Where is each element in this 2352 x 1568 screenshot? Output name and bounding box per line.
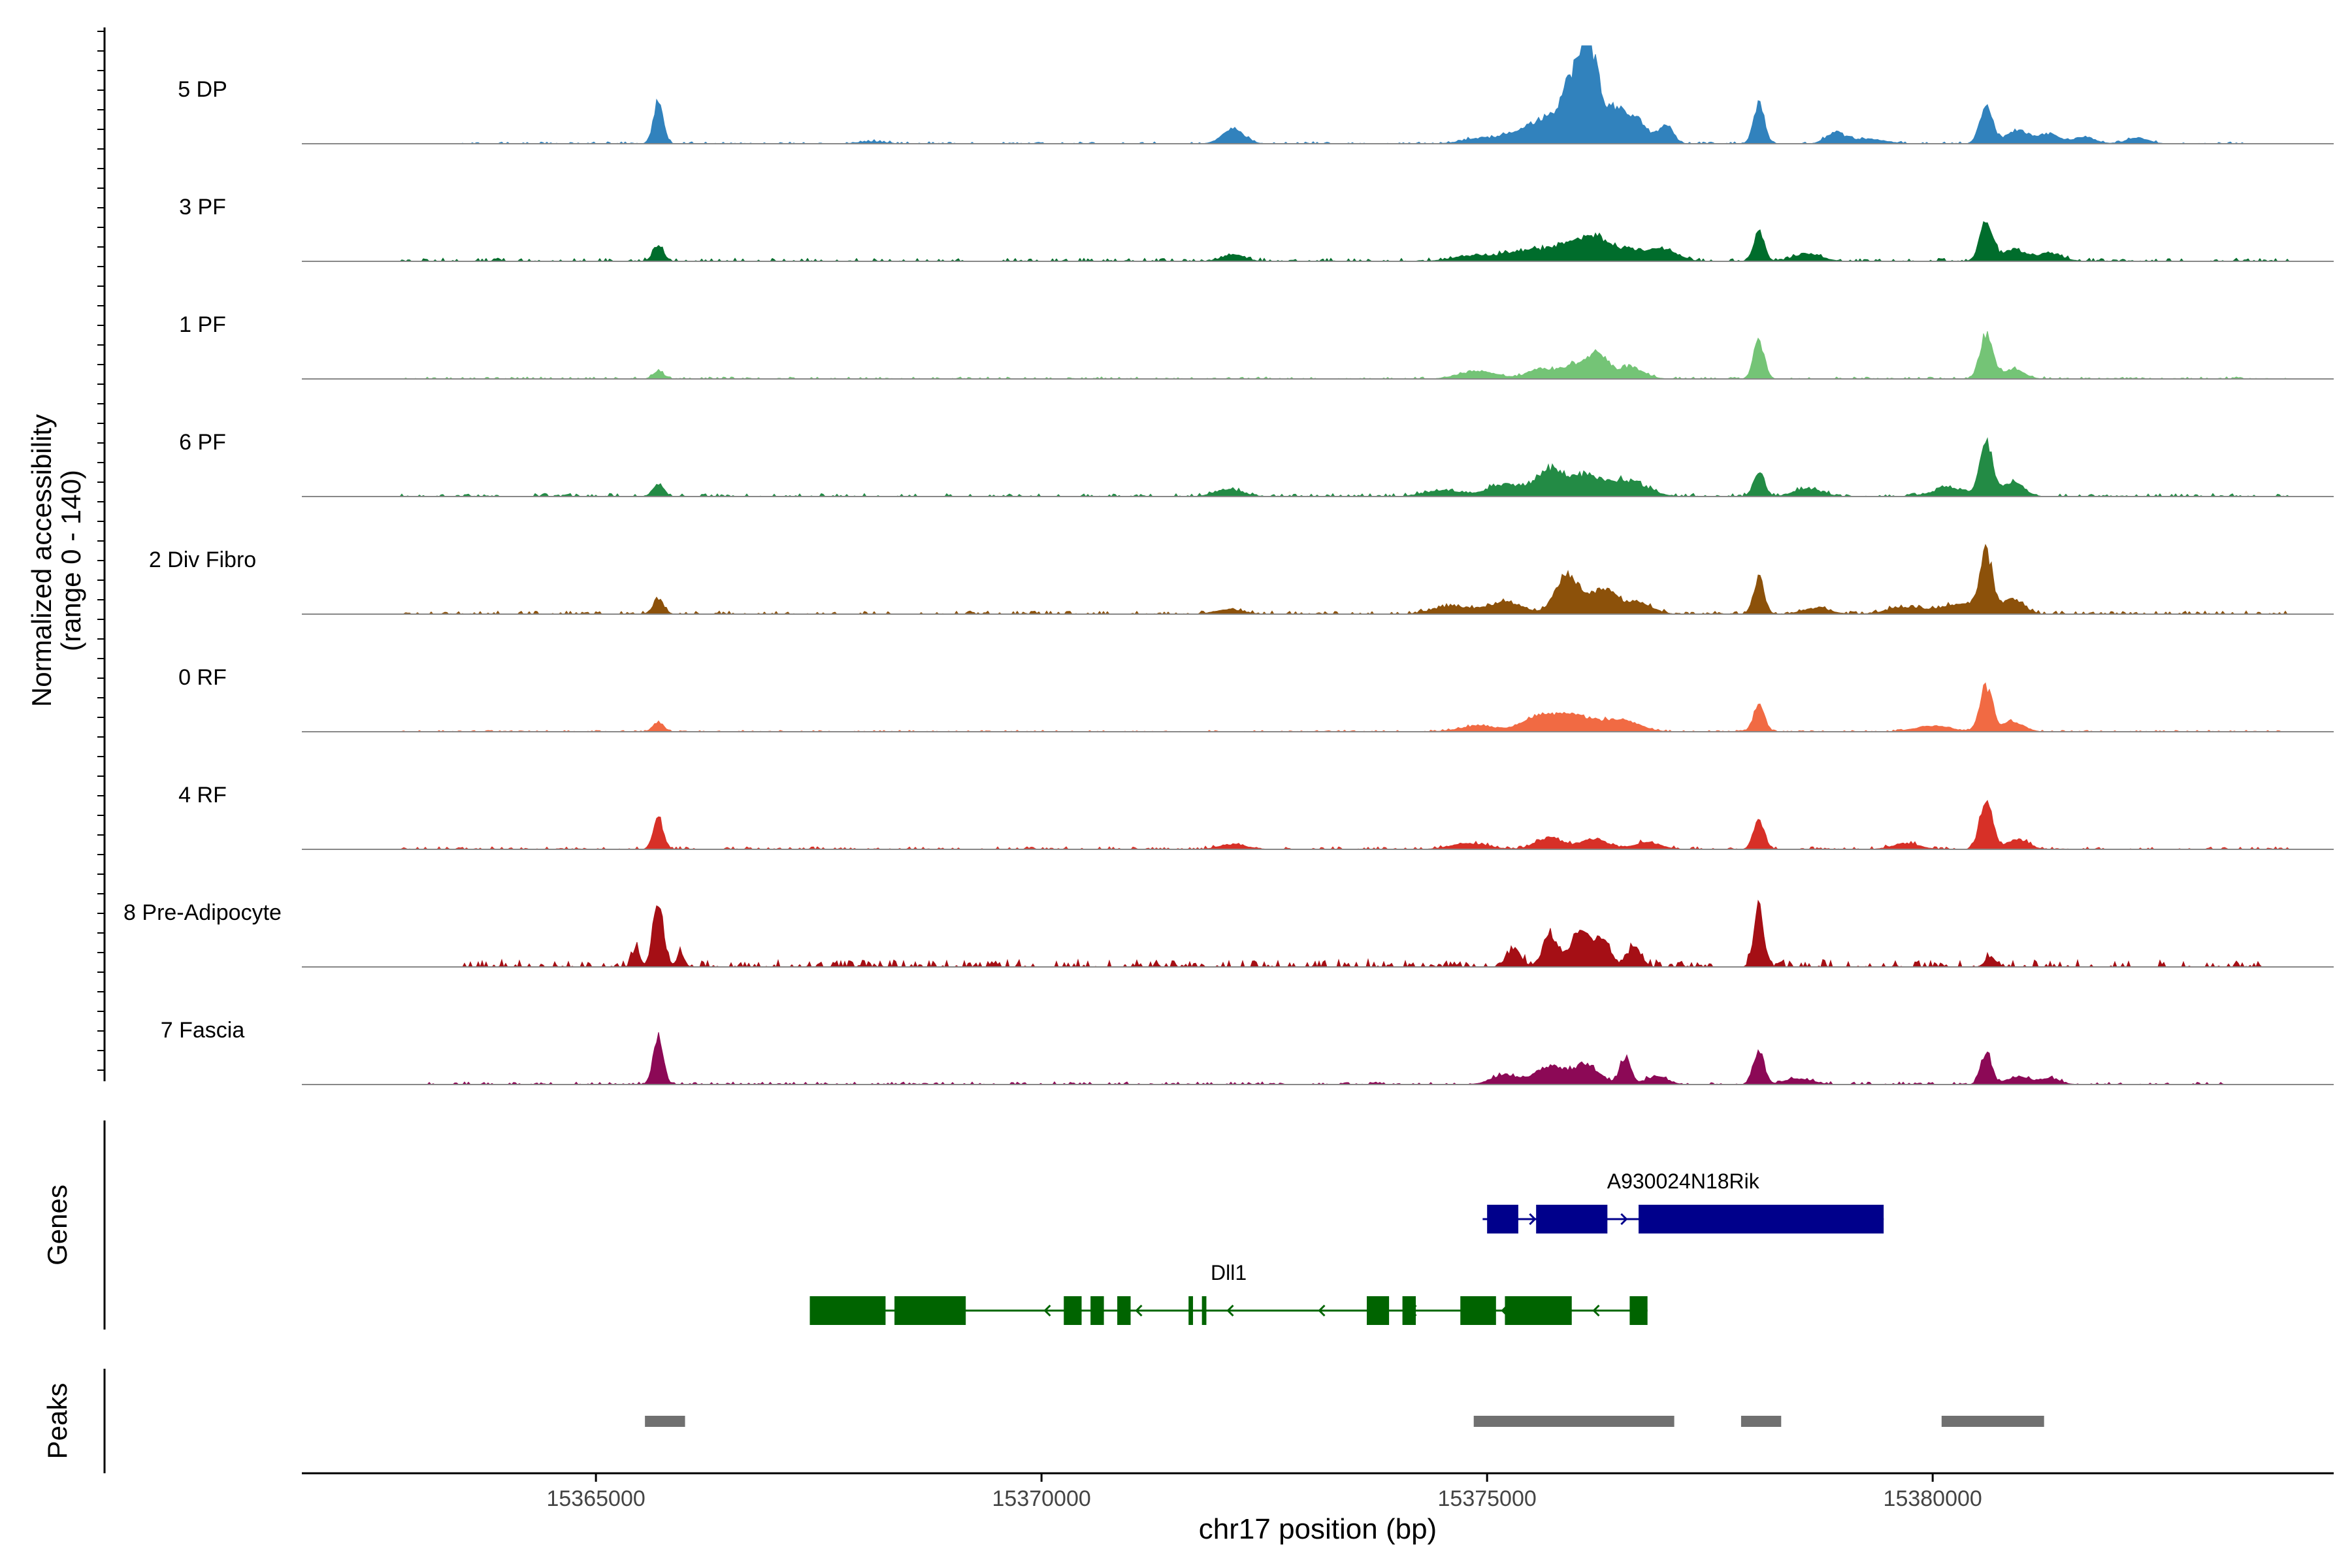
- gene-dll1: Dll1: [809, 1261, 1648, 1325]
- track-label: 7 Fascia: [161, 1018, 245, 1043]
- strand-arrow: [1135, 1304, 1143, 1317]
- peaks-panel-label: Peaks: [42, 1383, 73, 1460]
- track-label: 3 PF: [179, 195, 226, 220]
- peak-region: [1941, 1416, 2044, 1427]
- track-label: 4 RF: [178, 783, 227, 808]
- y-axis-label-line2: (range 0 - 140): [56, 470, 86, 651]
- gene-exon: [1487, 1205, 1518, 1233]
- coverage-tracks: 5 DP 3 PF 1 PF 6 PF 2 Div Fibro 0 RF 4 RF 8 Pre…: [123, 45, 2334, 1085]
- strand-arrow: [1592, 1304, 1600, 1317]
- track-8-pre-adipocyte: 8 Pre-Adipocyte: [123, 899, 2334, 968]
- peak-region: [1740, 1416, 1782, 1427]
- coverage-area: [302, 899, 2334, 968]
- strand-arrow: [1318, 1304, 1326, 1317]
- track-3-pf: 3 PF: [179, 195, 2334, 262]
- x-tick-label: 15365000: [546, 1486, 645, 1511]
- gene-exon: [1536, 1205, 1608, 1233]
- gene-exon: [1188, 1296, 1194, 1325]
- gene-exon: [1505, 1296, 1572, 1325]
- x-tick-label: 15380000: [1884, 1486, 1982, 1511]
- gene-annotations: A930024N18Rik Dll1: [809, 1169, 1884, 1325]
- gene-exon: [809, 1296, 886, 1325]
- strand-arrow: [1043, 1304, 1051, 1317]
- track-5-dp: 5 DP: [178, 45, 2334, 144]
- gene-a930024n18rik: A930024N18Rik: [1482, 1169, 1884, 1233]
- track-label: 2 Div Fibro: [149, 547, 256, 572]
- gene-exon: [1090, 1296, 1104, 1325]
- x-axis-label: chr17 position (bp): [1199, 1513, 1437, 1545]
- y-axis-label-line1: Normalized accessibility: [26, 414, 57, 707]
- gene-exon: [1367, 1296, 1390, 1325]
- gene-exon: [1460, 1296, 1496, 1325]
- peak-regions: [645, 1416, 2044, 1427]
- gene-exon: [894, 1296, 966, 1325]
- track-1-pf: 1 PF: [179, 312, 2334, 380]
- gene-label: Dll1: [1211, 1261, 1247, 1284]
- coverage-y-axis-ticks: [97, 31, 105, 1071]
- track-label: 5 DP: [178, 77, 227, 102]
- x-tick-label: 15370000: [992, 1486, 1091, 1511]
- gene-exon: [1201, 1296, 1207, 1325]
- genes-panel-label: Genes: [42, 1184, 73, 1266]
- track-6-pf: 6 PF: [179, 430, 2334, 497]
- strand-arrow: [1226, 1304, 1234, 1317]
- strand-arrow: [1620, 1213, 1628, 1226]
- strand-arrow: [1529, 1213, 1537, 1226]
- track-label: 8 Pre-Adipocyte: [123, 900, 282, 925]
- gene-exon: [1629, 1296, 1648, 1325]
- track-2-div-fibro: 2 Div Fibro: [149, 544, 2334, 615]
- gene-exon: [1639, 1205, 1884, 1233]
- gene-exon: [1064, 1296, 1082, 1325]
- x-tick-label: 15375000: [1438, 1486, 1537, 1511]
- track-label: 0 RF: [178, 665, 227, 690]
- gene-exon: [1117, 1296, 1131, 1325]
- peak-region: [645, 1416, 685, 1427]
- track-4-rf: 4 RF: [178, 783, 2334, 850]
- x-axis-ticks: 15365000 15370000 15375000 15380000: [546, 1473, 1982, 1511]
- track-label: 1 PF: [179, 312, 226, 337]
- track-0-rf: 0 RF: [178, 665, 2334, 732]
- track-7-fascia: 7 Fascia: [161, 1018, 2334, 1085]
- gene-label: A930024N18Rik: [1607, 1169, 1760, 1193]
- gene-exon: [1402, 1296, 1416, 1325]
- track-label: 6 PF: [179, 430, 226, 455]
- peak-region: [1473, 1416, 1674, 1427]
